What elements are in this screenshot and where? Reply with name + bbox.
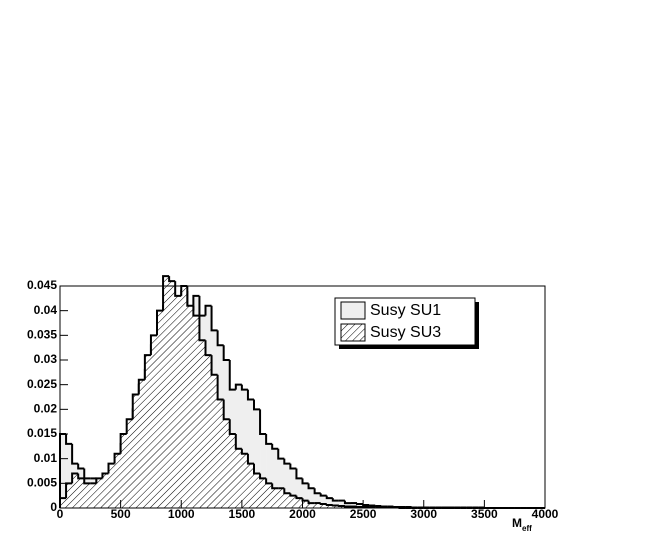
histogram-bar <box>206 355 212 508</box>
histogram-outline <box>72 444 78 464</box>
histogram-outline <box>321 503 327 504</box>
histogram-outline <box>321 493 327 495</box>
histogram-outline <box>333 498 339 500</box>
y-tick-label: 0.045 <box>27 278 57 292</box>
histogram-bar <box>169 281 175 508</box>
histogram-outline <box>303 478 309 483</box>
histogram-bar <box>199 340 205 508</box>
histogram-outline <box>345 501 351 503</box>
legend-swatch <box>341 324 365 341</box>
histogram-bar <box>139 380 145 508</box>
histogram-outline <box>296 469 302 479</box>
histogram-outline <box>260 409 266 434</box>
histogram-outline <box>224 345 230 360</box>
x-axis-label-main: M <box>512 516 522 530</box>
x-tick-label: 3000 <box>410 507 437 521</box>
x-tick-label: 1000 <box>168 507 195 521</box>
histogram-outline <box>272 444 278 449</box>
histogram-outline <box>212 306 218 331</box>
x-tick-label: 4000 <box>532 507 559 521</box>
y-tick-label: 0.02 <box>34 402 58 416</box>
histogram-outline <box>266 434 272 444</box>
y-tick-label: 0.035 <box>27 328 57 342</box>
histogram-bar <box>151 335 157 508</box>
histogram-bar <box>157 311 163 508</box>
histogram-outline <box>309 483 315 488</box>
histogram-bar <box>236 449 242 508</box>
histogram-outline <box>78 464 84 469</box>
histogram-bar <box>193 316 199 508</box>
x-tick-label: 2000 <box>289 507 316 521</box>
legend-label: Susy SU1 <box>370 302 441 319</box>
legend-swatch <box>341 302 365 319</box>
y-tick-label: 0.04 <box>34 303 58 317</box>
histogram-bar <box>90 483 96 508</box>
x-tick-label: 1500 <box>229 507 256 521</box>
histogram-outline <box>218 330 224 345</box>
histogram-bar <box>163 276 169 508</box>
histogram-outline <box>278 449 284 459</box>
histogram-outline <box>327 496 333 498</box>
histogram-outline <box>290 464 296 469</box>
x-tick-label: 2500 <box>350 507 377 521</box>
x-axis-label-sub: eff <box>522 524 532 533</box>
histogram-outline <box>284 459 290 464</box>
y-tick-label: 0.03 <box>34 352 58 366</box>
x-axis-label: Meff <box>512 516 532 533</box>
histogram-outline <box>327 504 333 505</box>
histogram-outline <box>242 385 248 390</box>
histogram-outline <box>84 469 90 479</box>
histogram-bar <box>175 296 181 508</box>
legend-label: Susy SU3 <box>370 324 441 341</box>
histogram-outline <box>363 504 369 505</box>
histogram-outline <box>315 488 321 493</box>
y-tick-label: 0.015 <box>27 426 57 440</box>
histogram-bar <box>102 473 108 508</box>
histogram-outline <box>66 434 72 444</box>
histogram-bar <box>187 306 193 508</box>
x-tick-label: 0 <box>57 507 64 521</box>
histogram-bar <box>181 286 187 508</box>
histogram-outline <box>254 399 260 409</box>
x-tick-label: 3500 <box>471 507 498 521</box>
histogram-bar <box>272 488 278 508</box>
x-tick-label: 500 <box>111 507 131 521</box>
histogram-outline <box>357 503 363 504</box>
y-tick-label: 0.005 <box>27 476 57 490</box>
histogram-outline <box>248 390 254 400</box>
histogram-outline <box>169 276 175 281</box>
histogram-bar <box>84 483 90 508</box>
y-tick-label: 0.01 <box>34 451 58 465</box>
y-tick-label: 0.025 <box>27 377 57 391</box>
